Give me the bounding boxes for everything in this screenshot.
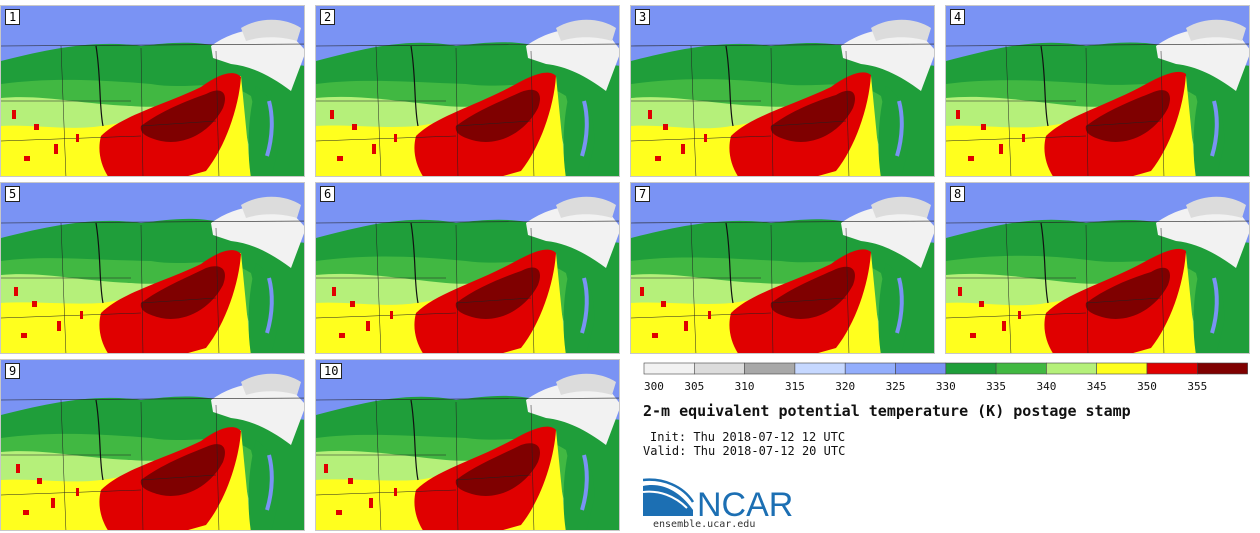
map-panel: 5 [0,182,305,354]
colorbar-segment [1046,362,1097,375]
init-time: Init: Thu 2018-07-12 12 UTC [650,430,846,444]
valid-time: Valid: Thu 2018-07-12 20 UTC [643,444,846,458]
colorbar-tick-label: 335 [986,380,1006,393]
map-panel: 2 [315,5,620,177]
logo-swoosh-icon [643,485,693,516]
colorbar-segment [643,362,695,375]
colorbar-tick-label: 310 [735,380,755,393]
colorbar-tick-label: 350 [1137,380,1157,393]
map-panel: 4 [945,5,1250,177]
colorbar-tick-label: 340 [1036,380,1056,393]
panel-number: 3 [635,9,651,25]
map-panel: 1 [0,5,305,177]
colorbar-segment [1146,362,1198,375]
panel-number: 4 [950,9,966,25]
colorbar-segment [794,362,846,375]
colorbar-tick-label: 300 [644,380,664,393]
logo-text: NCAR [697,486,793,520]
panel-number: 2 [320,9,336,25]
colorbar: 300 305 310 315 320 325 330 335 340 345 350 355 [643,362,1248,393]
map-panel: 6 [315,182,620,354]
ncar-logo: NCAR [642,478,793,524]
panel-number: 8 [950,186,966,202]
logo-url: ensemble.ucar.edu [653,519,756,530]
map-panel: 10 [315,359,620,531]
colorbar-segment [895,362,947,375]
colorbar-segment [744,362,796,375]
panel-number: 7 [635,186,651,202]
colorbar-tick-label: 315 [785,380,805,393]
panel-number: 5 [5,186,21,202]
colorbar-tick-label: 330 [936,380,956,393]
panel-number: 6 [320,186,336,202]
colorbar-segment [844,362,896,375]
colorbar-tick-label: 345 [1087,380,1107,393]
map-panel: 8 [945,182,1250,354]
map-panel: 9 [0,359,305,531]
colorbar-tick-label: 325 [886,380,906,393]
colorbar-tick-label: 305 [684,380,704,393]
colorbar-segment [995,362,1047,375]
colorbar-tick-label: 355 [1187,380,1207,393]
panel-number: 10 [320,363,343,379]
colorbar-segment [945,362,997,375]
figure-title: 2-m equivalent potential temperature (K)… [643,402,1131,420]
map-panel: 7 [630,182,935,354]
panel-number: 1 [5,9,21,25]
panel-number: 9 [5,363,21,379]
colorbar-segment [693,362,745,375]
colorbar-segment [1096,362,1148,375]
colorbar-tick-label: 320 [835,380,855,393]
colorbar-segment [1196,362,1248,375]
map-panel: 3 [630,5,935,177]
